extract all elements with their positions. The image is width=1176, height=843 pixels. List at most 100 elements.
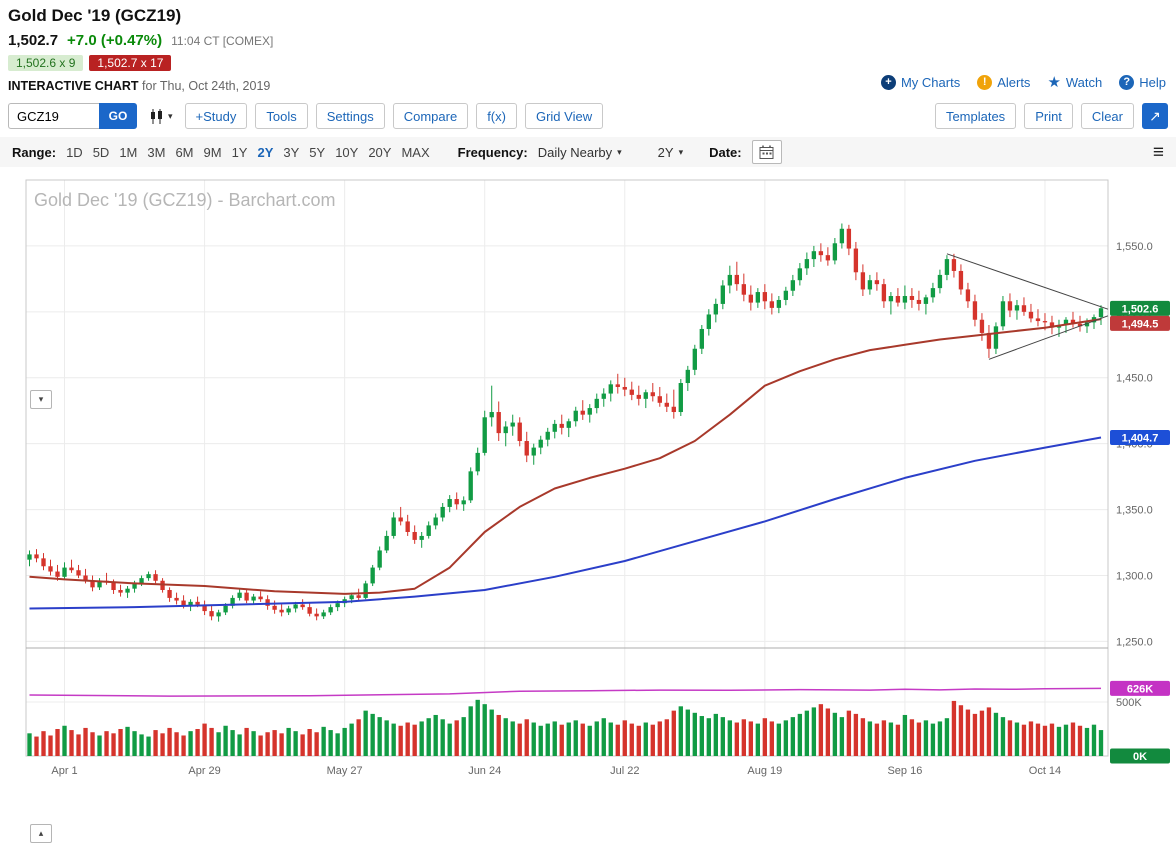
alerts-link[interactable]: ! Alerts — [977, 75, 1030, 90]
candlestick-type-icon — [151, 108, 162, 124]
svg-text:1,550.0: 1,550.0 — [1116, 241, 1153, 253]
frequency-label: Frequency: — [457, 144, 528, 160]
svg-text:1,250.0: 1,250.0 — [1116, 636, 1153, 648]
price-badge — [1110, 429, 1170, 445]
range-5d[interactable]: 5D — [92, 144, 110, 160]
alerts-label: Alerts — [997, 75, 1031, 90]
svg-text:Jun 24: Jun 24 — [468, 765, 501, 777]
volume-badge — [1110, 748, 1170, 764]
svg-text:Jul 22: Jul 22 — [610, 765, 639, 777]
svg-text:1,350.0: 1,350.0 — [1116, 505, 1153, 517]
chevron-down-icon: ▾ — [678, 146, 684, 157]
frequency-value: Daily Nearby — [537, 144, 613, 160]
settings-button[interactable]: Settings — [315, 103, 385, 129]
help-link[interactable]: ? Help — [1119, 75, 1166, 90]
account-links: + My Charts ! Alerts ★ Watch ? Help — [880, 75, 1166, 90]
svg-text:626K: 626K — [1127, 683, 1153, 695]
range-3m[interactable]: 3M — [147, 144, 166, 160]
study-button[interactable]: +Study — [184, 103, 248, 129]
compare-button[interactable]: Compare — [392, 103, 469, 129]
symbol-title: Gold Dec '19 (GCZ19) — [8, 6, 182, 25]
print-button[interactable]: Print — [1024, 103, 1073, 129]
chart-toolbar: GO ▾ +Study Tools Settings Compare f(x) … — [8, 103, 1168, 129]
popout-button[interactable]: ↗ — [1142, 103, 1168, 129]
chart-type-dropdown[interactable]: ▾ — [145, 107, 177, 126]
svg-text:Sep 16: Sep 16 — [887, 765, 922, 777]
grid-view-button[interactable]: Grid View — [524, 103, 604, 129]
range-20y[interactable]: 20Y — [368, 144, 392, 160]
star-icon: ★ — [1047, 74, 1061, 91]
range-3y[interactable]: 3Y — [283, 144, 300, 160]
period-dropdown[interactable]: 2Y ▾ — [658, 145, 683, 160]
range-2y[interactable]: 2Y — [257, 144, 274, 160]
bid-quote: 1,502.6 x 9 — [8, 55, 84, 71]
svg-text:1,404.7: 1,404.7 — [1122, 432, 1159, 444]
svg-text:Apr 29: Apr 29 — [188, 765, 220, 777]
tools-button[interactable]: Tools — [255, 103, 308, 129]
date-label: Date: — [709, 144, 742, 160]
my-charts-icon: + — [880, 75, 896, 90]
help-icon: ? — [1119, 75, 1135, 90]
range-10y[interactable]: 10Y — [335, 144, 359, 160]
help-label: Help — [1139, 75, 1166, 90]
ask-quote: 1,502.7 x 17 — [89, 55, 172, 71]
chevron-down-icon: ▾ — [617, 146, 622, 157]
go-button[interactable]: GO — [99, 103, 137, 129]
trendline — [988, 315, 1109, 360]
symbol-search-group: GO — [8, 103, 137, 129]
range-6m[interactable]: 6M — [175, 144, 194, 160]
price-row: 1,502.7 +7.0 (+0.47%) 11:04 CT [COMEX] — [8, 32, 273, 49]
alert-icon: ! — [977, 75, 993, 90]
clear-button[interactable]: Clear — [1080, 103, 1134, 129]
volume-badge — [1110, 680, 1170, 696]
page-heading: INTERACTIVE CHART for Thu, Oct 24th, 201… — [8, 79, 273, 93]
range-1m[interactable]: 1M — [119, 144, 138, 160]
calendar-icon — [759, 145, 774, 159]
svg-text:1,300.0: 1,300.0 — [1116, 570, 1153, 582]
watch-link[interactable]: ★ Watch — [1047, 75, 1102, 90]
period-value: 2Y — [657, 144, 674, 160]
frequency-dropdown[interactable]: Daily Nearby ▾ — [538, 145, 622, 160]
quote-header: Gold Dec '19 (GCZ19) 1,502.7 +7.0 (+0.47… — [8, 2, 273, 93]
date-picker-button[interactable] — [751, 140, 782, 164]
volume-avg-line — [29, 687, 1102, 697]
svg-text:1,494.5: 1,494.5 — [1122, 318, 1159, 330]
price-chart[interactable]: 1,550.01,500.01,450.01,400.01,350.01,300… — [0, 172, 1176, 782]
trendline — [946, 253, 1109, 310]
svg-text:Oct 14: Oct 14 — [1029, 765, 1061, 777]
chart-watermark-title: Gold Dec '19 (GCZ19) - Barchart.com — [34, 190, 336, 210]
volume-pane-collapse-button[interactable]: ▴ — [30, 824, 52, 843]
range-max[interactable]: MAX — [401, 144, 430, 160]
page-date: for Thu, Oct 24th, 2019 — [142, 79, 271, 93]
svg-text:Apr 1: Apr 1 — [51, 765, 77, 777]
page-label: INTERACTIVE CHART — [8, 79, 139, 93]
range-1d[interactable]: 1D — [66, 144, 83, 160]
chevron-down-icon: ▾ — [168, 110, 173, 121]
range-9m[interactable]: 9M — [203, 144, 222, 160]
fx-button[interactable]: f(x) — [476, 103, 517, 129]
chart-area: 1,550.01,500.01,450.01,400.01,350.01,300… — [0, 172, 1176, 843]
svg-text:0K: 0K — [1133, 751, 1147, 763]
svg-text:1,450.0: 1,450.0 — [1116, 373, 1153, 385]
range-label: Range: — [12, 144, 57, 160]
hamburger-menu-icon[interactable]: ≡ — [1152, 141, 1164, 163]
popout-icon: ↗ — [1149, 108, 1161, 124]
symbol-input[interactable] — [8, 103, 99, 129]
svg-text:Aug 19: Aug 19 — [747, 765, 782, 777]
range-1y[interactable]: 1Y — [231, 144, 248, 160]
my-charts-link[interactable]: + My Charts — [880, 75, 961, 90]
main-pane-dropdown-button[interactable]: ▾ — [30, 390, 52, 409]
range-5y[interactable]: 5Y — [309, 144, 326, 160]
bid-ask-row: 1,502.6 x 9 1,502.7 x 17 — [8, 55, 273, 71]
svg-text:500K: 500K — [1116, 697, 1142, 709]
templates-button[interactable]: Templates — [934, 103, 1017, 129]
last-price: 1,502.7 — [8, 32, 59, 49]
my-charts-label: My Charts — [900, 75, 961, 90]
red-ma-line — [29, 318, 1102, 595]
price-change: +7.0 (+0.47%) — [67, 32, 163, 49]
price-badge — [1110, 300, 1170, 316]
quote-timestamp: 11:04 CT [COMEX] — [171, 34, 274, 48]
range-bar: Range: 1D 5D 1M 3M 6M 9M 1Y 2Y 3Y 5Y 10Y… — [0, 137, 1176, 167]
price-badge — [1110, 315, 1170, 331]
svg-text:May 27: May 27 — [327, 765, 363, 777]
